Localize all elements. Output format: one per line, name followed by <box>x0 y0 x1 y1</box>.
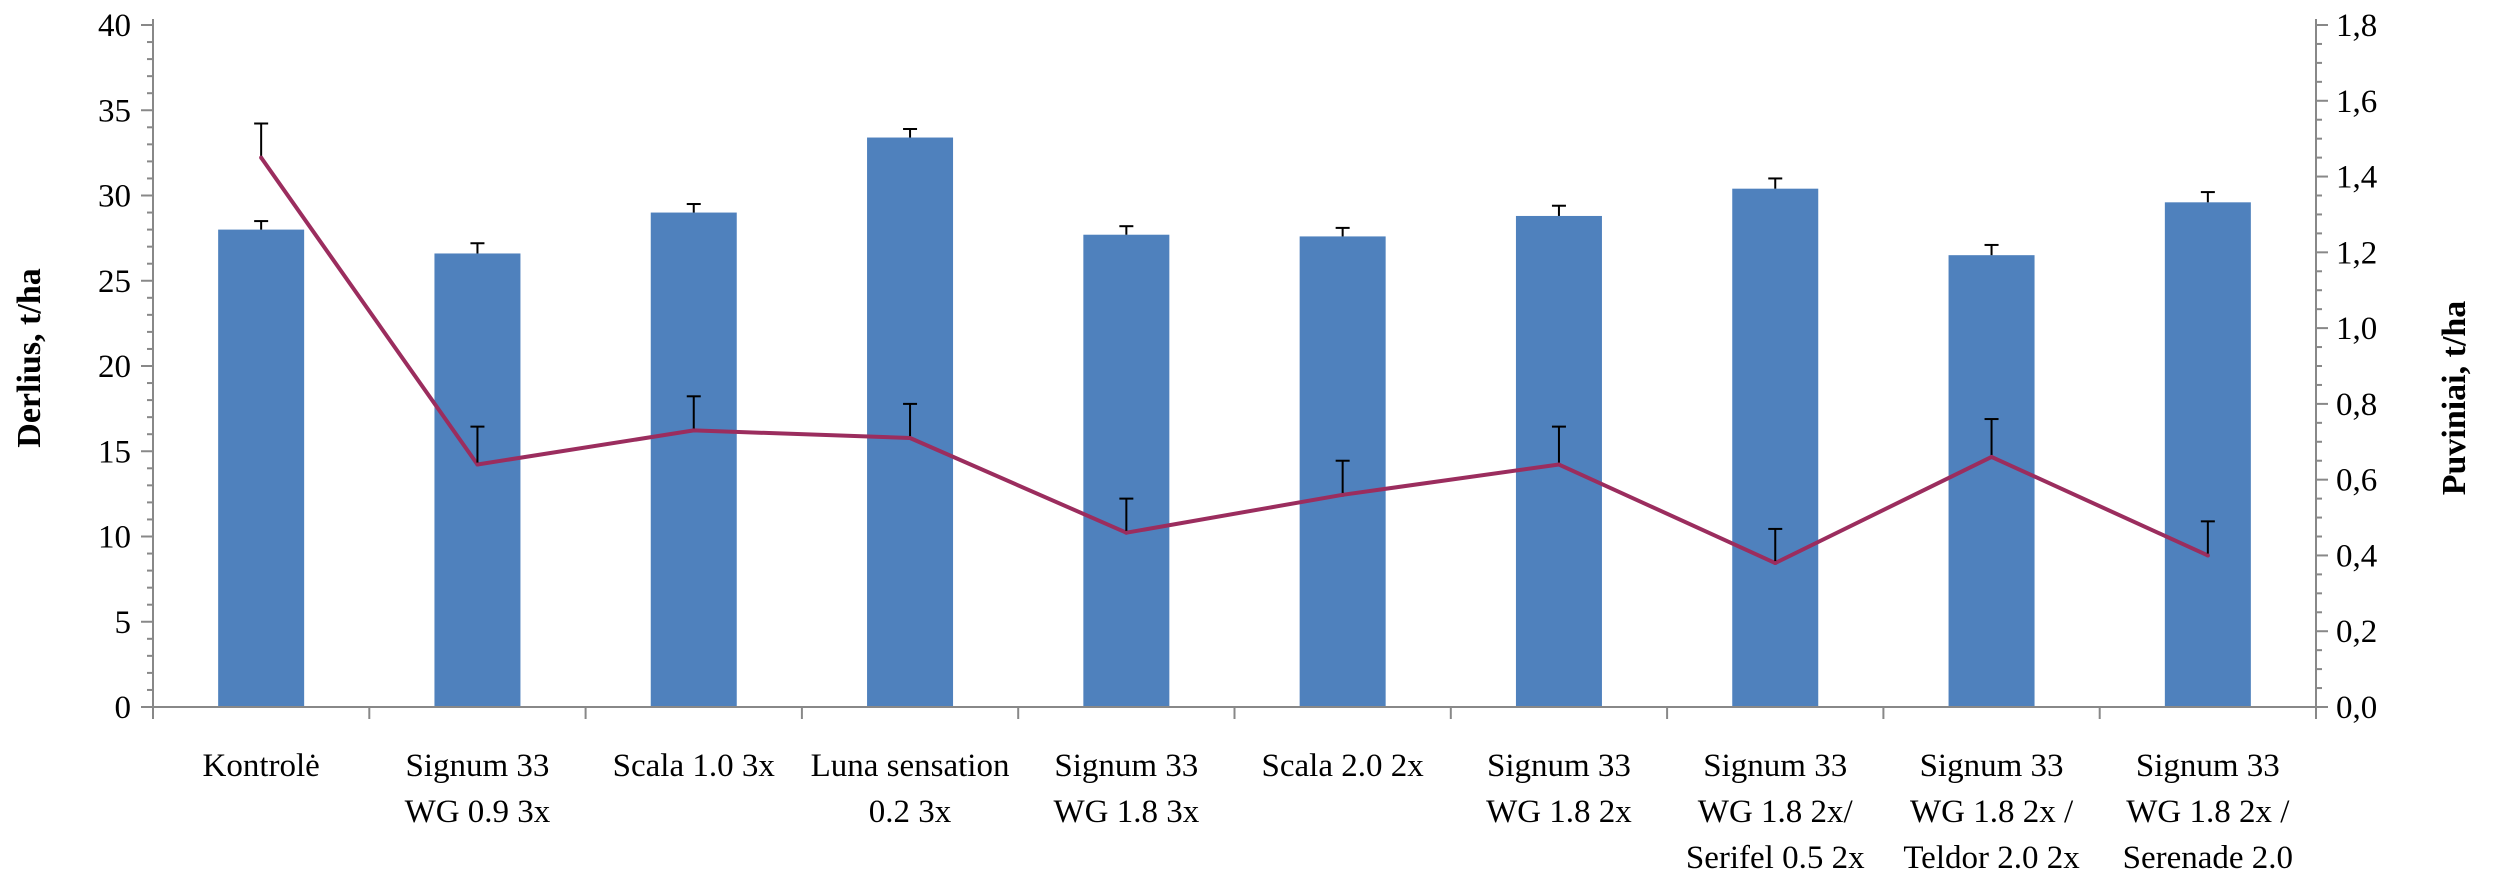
line-point-4 <box>1124 530 1129 535</box>
bar-error-bars <box>254 128 2215 256</box>
category-label-6: Signum 33 WG 1.8 2x <box>1486 748 1632 830</box>
line-point-8 <box>1989 454 1994 459</box>
line-point-7 <box>1773 561 1778 566</box>
left-tick-label: 0 <box>115 690 132 726</box>
left-tick-label: 30 <box>98 179 131 215</box>
line-point-5 <box>1340 492 1345 497</box>
bar-error-8 <box>1984 243 1999 256</box>
line-point-1 <box>475 462 480 467</box>
left-tick-label: 20 <box>98 349 131 385</box>
line-series-layer <box>254 122 2215 566</box>
right-tick-label: 1,6 <box>2336 84 2377 120</box>
line-error-9 <box>2200 520 2215 556</box>
category-label-3: Luna sensation 0.2 3x <box>811 748 1010 830</box>
right-tick-label: 1,4 <box>2336 160 2377 196</box>
bar-error-9 <box>2200 191 2215 203</box>
bar-error-1 <box>470 242 485 254</box>
bars-layer <box>218 137 2251 708</box>
bar-8 <box>1948 255 2035 708</box>
right-tick-label: 0,4 <box>2336 538 2377 574</box>
bar-error-6 <box>1551 204 1566 216</box>
left-tick-label: 40 <box>98 8 131 44</box>
category-label-2: Scala 1.0 3x <box>613 748 776 784</box>
right-tick-label: 1,8 <box>2336 8 2377 44</box>
line-point-2 <box>691 428 696 433</box>
left-tick-label: 25 <box>98 264 131 300</box>
bar-error-3 <box>903 128 918 138</box>
category-label-8: Signum 33 WG 1.8 2x / Teldor 2.0 2x <box>1903 748 2080 876</box>
bar-error-4 <box>1119 225 1134 235</box>
category-label-1: Signum 33 WG 0.9 3x <box>405 748 551 830</box>
line-error-0 <box>254 122 269 158</box>
right-axis-title: Puviniai, t/ha <box>2436 301 2473 496</box>
line-error-1 <box>470 425 485 465</box>
left-tick-label: 35 <box>98 93 131 129</box>
right-tick-label: 0,6 <box>2336 463 2377 499</box>
line-error-2 <box>686 395 701 431</box>
bar-error-0 <box>254 220 269 230</box>
line-error-3 <box>903 402 918 438</box>
bar-0 <box>218 229 305 707</box>
bar-error-2 <box>686 203 701 213</box>
left-axis-ticks: 0 5 10 15 20 25 30 35 40 <box>98 8 153 726</box>
bar-4 <box>1083 234 1170 707</box>
bar-7 <box>1732 188 1819 707</box>
bar-1 <box>434 253 521 707</box>
line-point-6 <box>1556 462 1561 467</box>
left-tick-label: 10 <box>98 520 131 556</box>
line-series <box>259 156 2209 566</box>
right-tick-label: 1,2 <box>2336 235 2377 271</box>
category-label-9: Signum 33 WG 1.8 2x / Serenade 2.0 <box>2123 748 2293 876</box>
line-point-3 <box>908 435 913 440</box>
line-error-6 <box>1551 425 1566 465</box>
line-error-5 <box>1335 459 1350 495</box>
line-point-9 <box>2205 553 2210 558</box>
category-label-0: Kontrolė <box>202 748 319 784</box>
right-tick-label: 0,8 <box>2336 387 2377 423</box>
bar-error-7 <box>1768 177 1783 189</box>
category-labels: Kontrolė Signum 33 WG 0.9 3x Scala 1.0 3x Lu… <box>202 748 2293 876</box>
line-error-7 <box>1768 527 1783 564</box>
left-tick-label: 5 <box>115 605 132 641</box>
right-tick-label: 1,0 <box>2336 311 2377 347</box>
bar-error-5 <box>1335 226 1350 237</box>
category-label-5: Scala 2.0 2x <box>1262 748 1425 784</box>
bar-2 <box>650 212 737 708</box>
left-axis-title: Derlius, t/ha <box>11 268 48 447</box>
line-error-8 <box>1984 418 1999 457</box>
category-label-7: Signum 33 WG 1.8 2x/Serifel 0.5 2x <box>1686 748 1865 876</box>
left-tick-label: 15 <box>98 434 131 470</box>
right-tick-label: 0,0 <box>2336 690 2377 726</box>
right-axis-ticks: 0,0 0,2 0,4 0,6 0,8 1,0 1,2 1,4 1,6 1,8 <box>2316 8 2377 726</box>
category-label-4: Signum 33 WG 1.8 3x <box>1053 748 1199 830</box>
line-error-4 <box>1119 497 1134 533</box>
right-tick-label: 0,2 <box>2336 614 2377 650</box>
bar-9 <box>2164 202 2251 707</box>
line-point-0 <box>259 155 264 160</box>
